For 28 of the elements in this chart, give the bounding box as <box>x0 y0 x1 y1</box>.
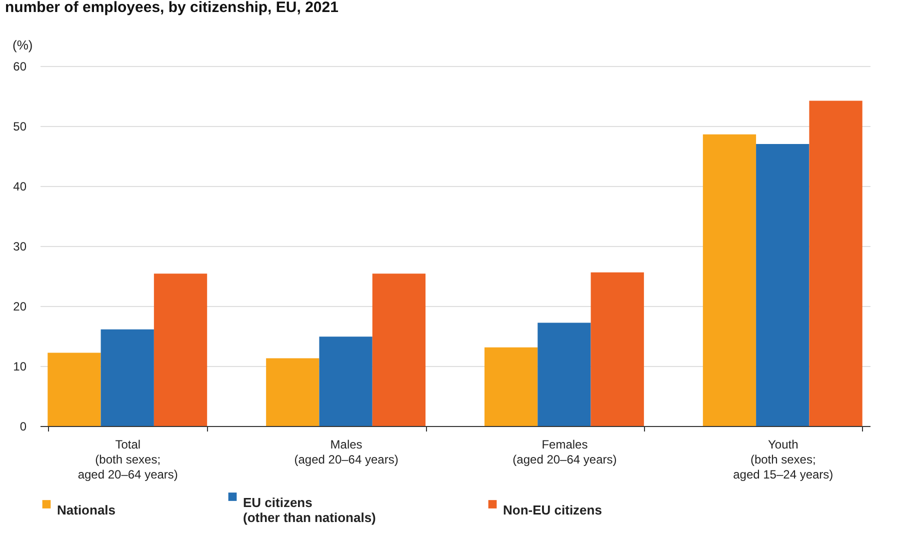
bar <box>319 336 372 426</box>
y-tick-label: 0 <box>20 420 27 434</box>
x-tick-label: Females (aged 20–64 years) <box>512 438 617 466</box>
y-tick-label: 50 <box>13 120 27 134</box>
bar <box>484 347 538 426</box>
y-axis-title: (%) <box>12 38 33 52</box>
bar <box>590 272 644 426</box>
y-tick-label: 60 <box>13 60 27 74</box>
y-tick-label: 20 <box>13 300 27 314</box>
x-tick-label: Youth (both sexes; aged 15–24 years) <box>733 438 834 482</box>
bar <box>756 144 810 426</box>
bar <box>100 329 154 426</box>
chart-title: number of employees, by citizenship, EU, 2021 <box>5 0 338 16</box>
bar <box>48 352 101 426</box>
legend-label: Non-EU citizens <box>503 502 602 518</box>
y-tick-label: 40 <box>13 180 27 194</box>
y-tick-label: 10 <box>13 360 27 374</box>
bar <box>372 274 426 426</box>
bar <box>809 100 862 426</box>
y-tick-label: 30 <box>13 240 27 254</box>
bar <box>538 322 591 426</box>
bar <box>154 274 208 426</box>
x-tick-label: Total (both sexes; aged 20–64 years) <box>78 438 178 482</box>
bar <box>702 134 756 426</box>
bar <box>266 358 320 426</box>
x-tick-label: Males (aged 20–64 years) <box>294 438 398 466</box>
legend-label: Nationals <box>57 502 116 518</box>
legend-label: EU citizens (other than nationals) <box>243 494 376 525</box>
